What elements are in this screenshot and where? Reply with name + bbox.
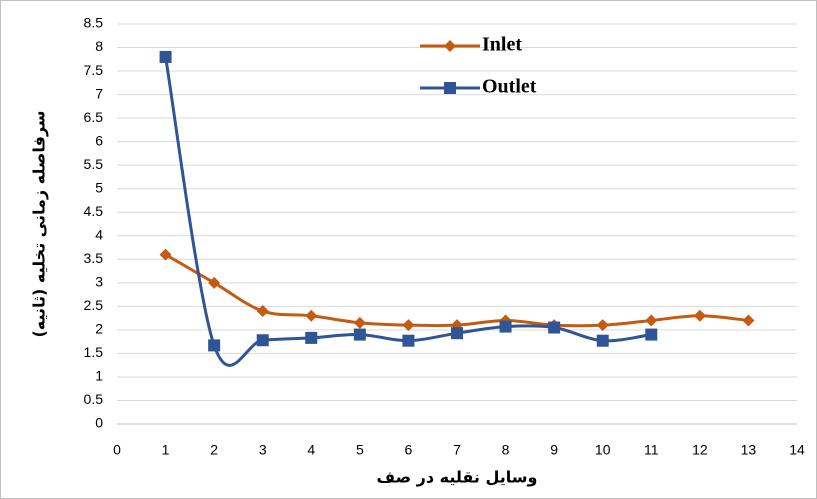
- x-tick-label: 3: [259, 442, 267, 458]
- legend-marker: [444, 82, 456, 94]
- legend-label: Outlet: [482, 76, 537, 98]
- x-axis-title: وسایل نقلیه در صف: [377, 468, 538, 487]
- x-tick-label: 11: [644, 442, 659, 458]
- y-tick-label: 5: [95, 179, 103, 195]
- marker: [256, 305, 269, 318]
- legend-label: Inlet: [482, 34, 522, 56]
- x-tick-label: 12: [692, 442, 708, 458]
- marker: [499, 320, 512, 333]
- marker: [305, 309, 318, 322]
- x-tick-label: 14: [789, 442, 805, 458]
- y-tick-label: 3: [95, 274, 103, 290]
- y-tick-label: 4.5: [84, 203, 104, 219]
- y-tick-label: 6: [95, 132, 103, 148]
- marker: [596, 319, 609, 332]
- y-tick-label: 4: [95, 226, 103, 242]
- y-tick-label: 1.5: [84, 344, 104, 360]
- x-tick-label: 5: [356, 442, 364, 458]
- y-tick-label: 2.5: [84, 297, 104, 313]
- marker: [256, 334, 269, 347]
- y-tick-label: 3.5: [84, 250, 104, 266]
- y-axis-title: سرفاصله زمانی تخلیه (ثانیه): [30, 110, 49, 337]
- marker: [742, 314, 755, 327]
- x-tick-label: 13: [741, 442, 757, 458]
- marker: [548, 321, 561, 334]
- y-tick-label: 0.5: [84, 391, 104, 407]
- marker: [402, 334, 415, 347]
- marker: [353, 316, 366, 329]
- y-tick-label: 5.5: [84, 156, 104, 172]
- marker: [159, 50, 172, 63]
- y-tick-label: 1: [95, 368, 103, 384]
- x-tick-label: 6: [405, 442, 413, 458]
- marker: [402, 319, 415, 332]
- x-tick-label: 4: [307, 442, 315, 458]
- legend-marker: [444, 40, 456, 52]
- y-tick-label: 8: [95, 38, 103, 54]
- marker: [645, 314, 658, 327]
- x-tick-label: 2: [210, 442, 218, 458]
- y-tick-label: 0: [95, 415, 103, 431]
- y-tick-label: 6.5: [84, 109, 104, 125]
- y-tick-label: 7.5: [84, 62, 104, 78]
- marker: [305, 331, 318, 344]
- marker: [208, 276, 221, 289]
- x-tick-label: 0: [113, 442, 121, 458]
- marker: [451, 327, 463, 340]
- y-tick-label: 8.5: [84, 15, 104, 31]
- marker: [645, 328, 658, 341]
- y-tick-label: 7: [95, 85, 103, 101]
- marker: [353, 328, 366, 341]
- x-tick-label: 1: [162, 442, 170, 458]
- x-tick-label: 10: [595, 442, 611, 458]
- marker: [208, 339, 221, 352]
- marker: [596, 334, 609, 347]
- x-tick-label: 7: [453, 442, 461, 458]
- marker: [159, 248, 172, 261]
- x-tick-label: 8: [502, 442, 510, 458]
- x-tick-label: 9: [550, 442, 558, 458]
- y-tick-label: 2: [95, 321, 103, 337]
- marker: [693, 309, 706, 322]
